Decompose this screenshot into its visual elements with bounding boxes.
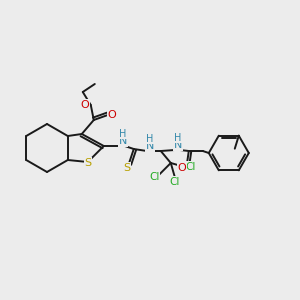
Text: Cl: Cl [169, 177, 180, 187]
Text: S: S [123, 163, 130, 173]
Text: H: H [119, 129, 127, 139]
Text: O: O [80, 100, 89, 110]
Text: N: N [118, 136, 127, 146]
Text: N: N [146, 141, 154, 151]
Text: H: H [174, 133, 182, 143]
Text: Cl: Cl [150, 172, 160, 182]
Text: Cl: Cl [186, 162, 196, 172]
Text: N: N [174, 140, 182, 150]
Text: O: O [177, 163, 186, 173]
Text: O: O [107, 110, 116, 120]
Text: H: H [146, 134, 154, 144]
Text: S: S [84, 158, 91, 168]
